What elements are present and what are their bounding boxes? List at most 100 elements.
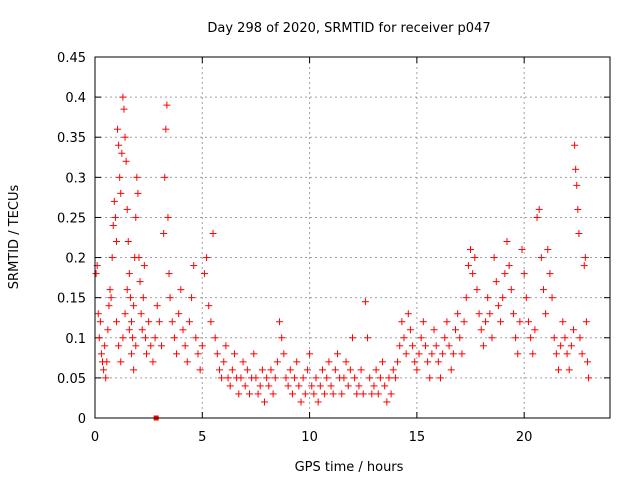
data-point-plus <box>585 374 593 382</box>
data-point-plus <box>445 342 453 350</box>
data-point-plus <box>205 302 213 310</box>
data-point-plus <box>439 350 447 358</box>
data-point-plus <box>168 318 176 326</box>
data-point-plus <box>338 390 346 398</box>
data-point-plus <box>497 318 505 326</box>
data-point-plus <box>424 358 432 366</box>
data-point-plus <box>552 350 560 358</box>
chart-title: Day 298 of 2020, SRMTID for receiver p04… <box>207 21 490 36</box>
data-point-plus <box>273 358 281 366</box>
data-point-plus <box>243 366 251 374</box>
data-point-plus <box>293 358 301 366</box>
data-point-plus <box>200 270 208 278</box>
data-point-plus <box>533 213 541 221</box>
data-point-plus <box>342 358 350 366</box>
data-point-plus <box>125 270 133 278</box>
data-point-plus <box>406 326 414 334</box>
data-point-plus <box>284 382 292 390</box>
data-point-plus <box>391 374 399 382</box>
data-point-plus <box>359 390 367 398</box>
data-point-plus <box>411 358 419 366</box>
x-axis-ticks: 0 5 10 15 20 <box>91 57 532 445</box>
data-point-plus <box>331 366 339 374</box>
data-point-plus <box>127 318 135 326</box>
data-point-plus <box>106 286 114 294</box>
data-point-plus <box>488 334 496 342</box>
data-point-plus <box>379 358 387 366</box>
data-point-plus <box>509 310 517 318</box>
data-point-plus <box>190 262 198 270</box>
data-point-plus <box>127 350 135 358</box>
data-point-plus <box>563 350 571 358</box>
data-point-plus <box>400 334 408 342</box>
data-point-plus <box>135 254 143 262</box>
data-point-plus <box>333 350 341 358</box>
data-point-plus <box>580 262 588 270</box>
data-point-plus <box>123 286 131 294</box>
data-point-plus <box>147 342 155 350</box>
data-point-plus <box>370 382 378 390</box>
data-point-plus <box>381 382 389 390</box>
data-point-plus <box>308 382 316 390</box>
data-point-plus <box>143 350 150 358</box>
data-point-plus <box>155 318 163 326</box>
data-point-plus <box>452 326 459 334</box>
data-point-plus <box>136 278 144 286</box>
data-point-plus <box>100 366 108 374</box>
data-point-plus <box>574 205 582 213</box>
data-point-plus <box>250 350 258 358</box>
data-point-plus <box>291 374 299 382</box>
data-point-plus <box>121 133 129 141</box>
data-point-plus <box>464 262 472 270</box>
x-axis-label: GPS time / hours <box>295 460 404 475</box>
data-point-plus <box>188 294 196 302</box>
data-point-plus <box>211 334 219 342</box>
data-point-plus <box>389 366 397 374</box>
data-point-plus <box>179 326 187 334</box>
data-point-plus <box>561 334 569 342</box>
data-point-plus <box>477 326 485 334</box>
data-point-plus <box>329 390 337 398</box>
y-tick-label: 0.1 <box>65 332 86 347</box>
data-point-plus <box>158 342 166 350</box>
data-point-plus <box>575 229 583 237</box>
data-point-plus <box>537 254 545 262</box>
data-point-plus <box>224 374 232 382</box>
data-point-plus <box>505 262 513 270</box>
data-point-plus <box>447 366 455 374</box>
data-point-plus <box>353 390 361 398</box>
x-tick-label: 5 <box>198 430 206 445</box>
data-point-plus <box>340 374 348 382</box>
data-point-plus <box>258 366 266 374</box>
data-point-plus <box>134 189 142 197</box>
data-point-plus <box>559 318 567 326</box>
data-point-plus <box>120 105 128 113</box>
data-point-plus <box>426 374 434 382</box>
data-point-plus <box>163 101 171 109</box>
data-point-plus <box>436 374 444 382</box>
data-point-plus <box>361 298 369 306</box>
y-tick-label: 0.2 <box>65 252 86 267</box>
data-point-plus <box>366 374 374 382</box>
data-point-plus <box>130 366 138 374</box>
data-point-plus <box>173 350 181 358</box>
data-point-plus <box>192 334 200 342</box>
data-point-plus <box>151 334 159 342</box>
data-point-plus <box>494 302 502 310</box>
data-point-plus <box>103 358 111 366</box>
data-point-plus <box>479 342 487 350</box>
data-point-plus <box>355 382 363 390</box>
data-point-plus <box>122 157 130 165</box>
data-point-plus <box>269 390 277 398</box>
data-point-plus <box>432 342 440 350</box>
data-point-plus <box>527 334 535 342</box>
data-point-plus <box>394 358 402 366</box>
y-tick-label: 0.05 <box>57 372 86 387</box>
data-point-plus <box>565 366 573 374</box>
data-point-plus <box>241 382 249 390</box>
data-point-plus <box>581 254 589 262</box>
data-point-plus <box>316 382 324 390</box>
data-point-plus <box>482 318 490 326</box>
data-point-plus <box>467 246 475 254</box>
data-point-plus <box>276 318 284 326</box>
